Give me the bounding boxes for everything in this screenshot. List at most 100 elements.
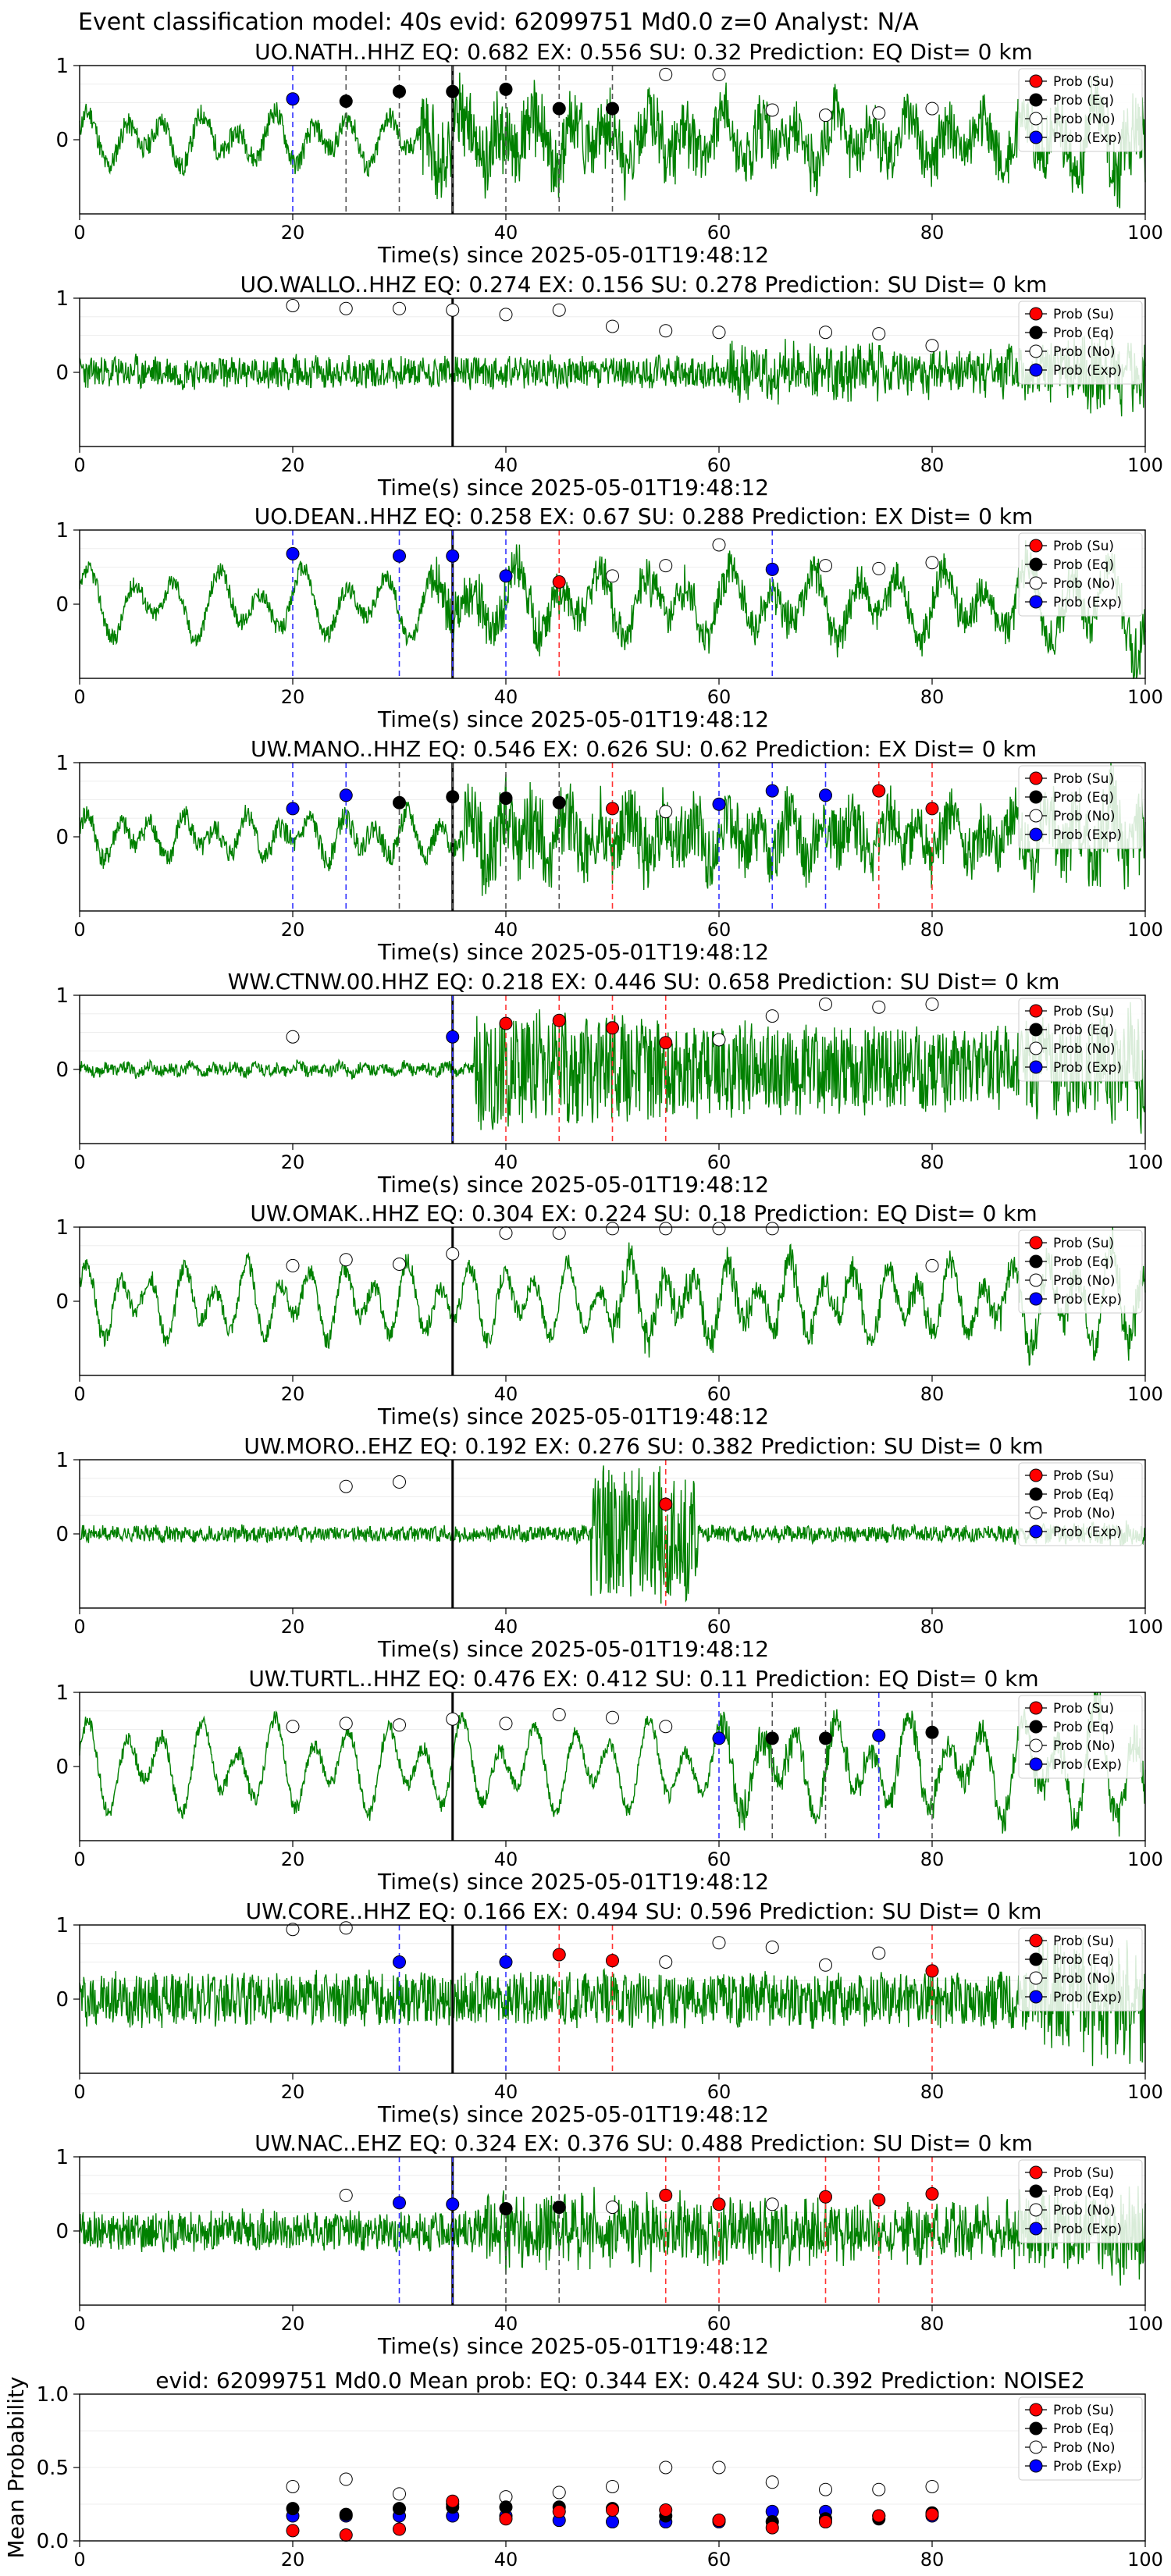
y-tick-label: 1	[55, 752, 69, 775]
prob-point	[765, 784, 779, 798]
x-tick-label: 80	[920, 2081, 945, 2103]
x-tick-label: 100	[1127, 919, 1163, 941]
x-axis-label: Time(s) since 2025-05-01T19:48:12	[377, 706, 769, 732]
legend-marker	[1029, 1934, 1043, 1948]
legend-label: Prob (No)	[1053, 1041, 1116, 1057]
prob-point	[499, 82, 513, 96]
legend-box	[1018, 2396, 1143, 2481]
prob-point	[659, 559, 673, 573]
x-axis-label: Time(s) since 2025-05-01T19:48:12	[377, 1636, 769, 1662]
legend-label: Prob (Eq)	[1053, 326, 1114, 341]
mean-prob-point	[339, 2507, 353, 2521]
waveform-trace	[79, 1936, 1146, 2066]
prob-point	[393, 1258, 406, 1271]
prob-point	[712, 1033, 726, 1047]
x-tick-label: 20	[281, 919, 305, 941]
mean-prob-point	[339, 2472, 353, 2486]
prob-point	[925, 802, 939, 816]
mean-prob-point	[286, 2524, 300, 2538]
panel-title: UO.NATH..HHZ EQ: 0.682 EX: 0.556 SU: 0.3…	[254, 39, 1033, 65]
prob-point	[925, 556, 939, 570]
legend-label: Prob (Eq)	[1053, 557, 1114, 573]
legend-label: Prob (Su)	[1053, 771, 1114, 787]
x-tick-label: 40	[494, 686, 518, 708]
prob-point	[606, 1954, 619, 1968]
legend-marker	[1029, 344, 1043, 358]
legend-label: Prob (Exp)	[1053, 363, 1122, 379]
x-tick-label: 20	[281, 222, 305, 244]
x-tick-label: 20	[281, 454, 305, 476]
prob-point	[872, 327, 886, 341]
mean-prob-point	[925, 2507, 939, 2521]
x-tick-label: 20	[281, 1383, 305, 1405]
prob-point	[552, 575, 566, 589]
prob-point	[872, 1728, 886, 1742]
x-tick-label: 80	[920, 1383, 945, 1405]
legend-marker	[1029, 2203, 1043, 2217]
x-tick-label: 60	[707, 1151, 731, 1173]
y-tick-label: 0	[55, 129, 69, 152]
y-tick-label: 0	[55, 1756, 69, 1779]
waveform-panel: UW.MANO..HHZ EQ: 0.546 EX: 0.626 SU: 0.6…	[55, 736, 1162, 965]
prob-point	[339, 1479, 353, 1493]
x-tick-label: 60	[707, 2081, 731, 2103]
prob-point	[819, 788, 832, 802]
waveform-panel: UW.MORO..EHZ EQ: 0.192 EX: 0.276 SU: 0.3…	[55, 1433, 1162, 1662]
prob-point	[765, 562, 779, 576]
prob-point	[552, 1948, 566, 1962]
legend-box	[1018, 301, 1143, 385]
legend-label: Prob (Eq)	[1053, 790, 1114, 806]
waveform-trace	[79, 763, 1146, 896]
prob-point	[925, 1725, 939, 1739]
x-tick-label: 0	[73, 686, 85, 708]
prob-point	[659, 1720, 673, 1734]
y-tick-label: 0	[55, 1988, 69, 2012]
legend-box	[1018, 532, 1143, 617]
mean-prob-point	[712, 2460, 726, 2475]
prob-point	[606, 1222, 619, 1236]
prob-point	[393, 84, 406, 98]
x-tick-label: 20	[281, 2081, 305, 2103]
legend-label: Prob (Su)	[1053, 1701, 1114, 1717]
y-tick-label: 1	[55, 984, 69, 1008]
panel-title: UW.NAC..EHZ EQ: 0.324 EX: 0.376 SU: 0.48…	[254, 2130, 1033, 2156]
prob-point	[552, 1013, 566, 1027]
prob-point	[552, 795, 566, 809]
prob-point	[925, 997, 939, 1011]
prob-point	[552, 303, 566, 317]
prob-point	[499, 1226, 513, 1240]
prob-point	[712, 538, 726, 552]
x-tick-label: 100	[1127, 1616, 1163, 1638]
x-tick-label: 60	[707, 1848, 731, 1870]
legend-label: Prob (Exp)	[1053, 827, 1122, 843]
prob-point	[872, 1946, 886, 1960]
waveform-panel: UW.CORE..HHZ EQ: 0.166 EX: 0.494 SU: 0.5…	[55, 1898, 1162, 2127]
x-tick-label: 100	[1127, 1848, 1163, 1870]
prob-point	[552, 1226, 566, 1240]
legend-marker	[1029, 557, 1043, 571]
legend-marker	[1029, 2165, 1043, 2179]
x-tick-label: 40	[494, 222, 518, 244]
panel-title: UO.WALLO..HHZ EQ: 0.274 EX: 0.156 SU: 0.…	[240, 272, 1048, 297]
mean-prob-point	[765, 2521, 779, 2535]
prob-point	[499, 2202, 513, 2215]
legend-box	[1018, 2159, 1143, 2243]
prob-point	[499, 1955, 513, 1969]
legend-label: Prob (Su)	[1053, 1004, 1114, 1019]
legend-label: Prob (Exp)	[1053, 130, 1122, 146]
prob-point	[606, 101, 619, 116]
x-axis-label: Time(s) since 2025-05-01T19:48:12	[377, 1869, 769, 1895]
legend-marker	[1029, 1060, 1043, 1074]
y-axis-label: Mean Probability	[3, 2376, 29, 2558]
legend-marker	[1029, 1273, 1043, 1287]
waveform-panel: UW.OMAK..HHZ EQ: 0.304 EX: 0.224 SU: 0.1…	[55, 1201, 1162, 1429]
prob-point	[712, 2197, 726, 2211]
legend-marker	[1029, 595, 1043, 609]
waveform-panel: UW.NAC..EHZ EQ: 0.324 EX: 0.376 SU: 0.48…	[55, 2130, 1162, 2359]
x-tick-label: 20	[281, 1151, 305, 1173]
prob-point	[339, 1921, 353, 1935]
waveform-trace	[79, 2186, 1146, 2286]
waveform-trace	[79, 540, 1146, 680]
x-tick-label: 80	[920, 1151, 945, 1173]
legend-label: Prob (No)	[1053, 2203, 1116, 2218]
